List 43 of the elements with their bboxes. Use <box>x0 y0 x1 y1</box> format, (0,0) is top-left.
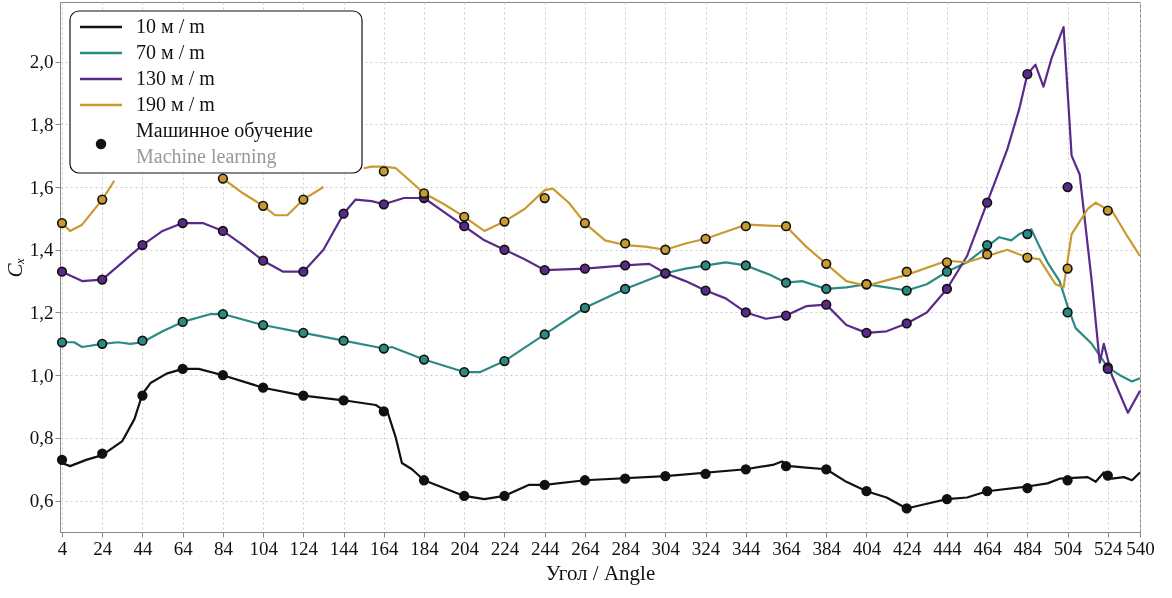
x-tick-label: 384 <box>812 537 842 559</box>
x-tick-label: 424 <box>892 537 922 559</box>
x-tick-label: 24 <box>93 537 113 559</box>
y-tick-label: 1,4 <box>29 239 54 261</box>
x-tick-label: 324 <box>691 537 721 559</box>
y-tick-label: 1,2 <box>29 301 54 323</box>
y-tick-label: 0,8 <box>29 427 54 449</box>
y-tick-label: 1,6 <box>29 176 54 198</box>
x-tick-label: 364 <box>772 537 802 559</box>
x-tick-label: 264 <box>571 537 601 559</box>
x-tick-label: 484 <box>1013 537 1043 559</box>
x-tick-label: 284 <box>611 537 641 559</box>
x-tick-label: 464 <box>973 537 1003 559</box>
y-tick-label: 1,0 <box>29 364 54 386</box>
x-tick-label: 144 <box>329 537 359 559</box>
x-tick-label: 540 <box>1126 537 1155 559</box>
x-tick-label: 44 <box>133 537 153 559</box>
x-tick-label: 64 <box>173 537 194 559</box>
y-tick-label: 0,6 <box>29 490 54 512</box>
x-tick-label: 524 <box>1094 537 1124 559</box>
y-tick-label: 1,8 <box>29 113 54 135</box>
legend-label: 70 м / m <box>136 41 206 63</box>
x-axis-title: Угол / Angle <box>545 560 656 585</box>
y-axis-title: Cₓ <box>2 257 27 278</box>
legend-label: 130 м / m <box>136 67 216 89</box>
x-tick-label: 184 <box>410 537 440 559</box>
x-tick-label: 244 <box>530 537 560 559</box>
x-tick-label: 124 <box>289 537 319 559</box>
x-tick-label: 104 <box>249 537 279 559</box>
legend-label: Машинное обучение Machine learning <box>136 119 314 168</box>
x-tick-label: 404 <box>852 537 882 559</box>
x-tick-label: 84 <box>213 537 234 559</box>
x-tick-label: 224 <box>490 537 520 559</box>
x-tick-label: 164 <box>370 537 400 559</box>
x-tick-label: 344 <box>732 537 762 559</box>
y-tick-label: 2,0 <box>29 51 54 73</box>
x-tick-label: 444 <box>933 537 963 559</box>
x-tick-label: 4 <box>57 537 68 559</box>
legend-label: 10 м / m <box>136 15 206 37</box>
x-tick-label: 204 <box>450 537 480 559</box>
x-tick-label: 304 <box>651 537 681 559</box>
x-tick-label: 504 <box>1053 537 1083 559</box>
legend-label: 190 м / m <box>136 93 216 115</box>
